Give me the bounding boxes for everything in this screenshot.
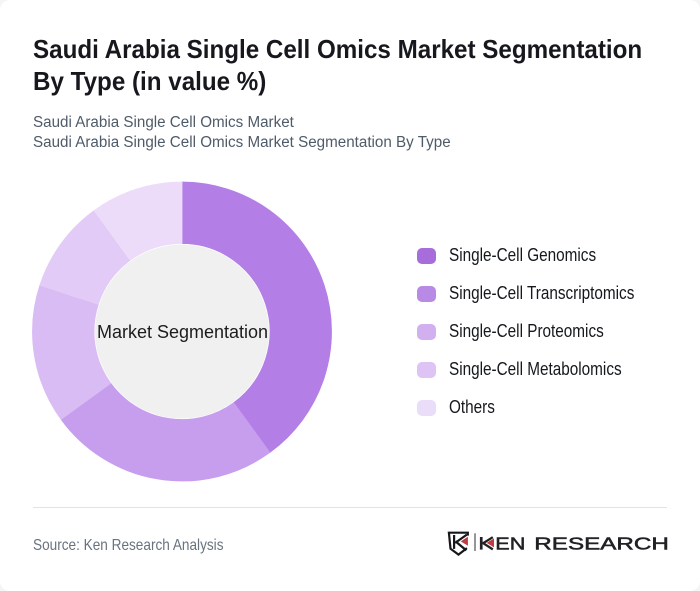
svg-text:Market Segmentation: Market Segmentation xyxy=(96,322,267,342)
svg-text:EN: EN xyxy=(495,534,525,554)
svg-text:RESEARCH: RESEARCH xyxy=(534,534,669,554)
